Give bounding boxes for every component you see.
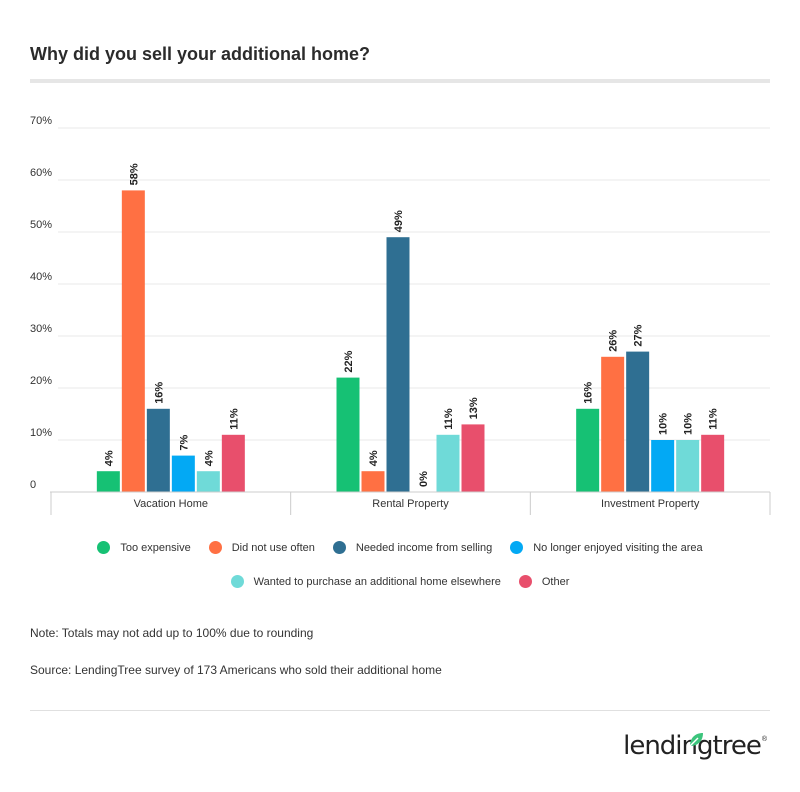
source-note: Source: LendingTree survey of 173 Americ… (30, 663, 442, 677)
y-tick-label: 60% (30, 167, 52, 179)
data-label: 26% (608, 330, 620, 352)
bar (626, 351, 650, 492)
y-tick-label: 50% (30, 219, 52, 231)
y-tick-label: 40% (30, 271, 52, 283)
legend-row-1: Too expensive Did not use often Needed i… (30, 541, 770, 554)
legend-item: Too expensive (97, 541, 191, 554)
data-label: 49% (393, 210, 405, 232)
footer-divider (30, 710, 770, 711)
bar (461, 424, 485, 492)
leaf-icon (689, 733, 704, 747)
legend-label: Wanted to purchase an additional home el… (253, 575, 501, 588)
data-label: 7% (178, 434, 190, 450)
legend-item: Other (518, 575, 570, 588)
legend-label: Needed income from selling (355, 541, 493, 554)
data-label: 10% (658, 413, 670, 435)
legend-swatch-other (518, 575, 532, 588)
bar-chart: 0 10% 20% 30% 40% 50% 60% 70% 4% 58% 16% 7% 4% 11% 22… (30, 115, 771, 515)
legend-label: Did not use often (231, 541, 315, 554)
data-label: 10% (683, 413, 695, 435)
x-tick-label: Rental Property (372, 498, 449, 510)
x-tick-label: Vacation Home (134, 498, 208, 510)
legend-item: Needed income from selling (332, 541, 493, 554)
x-axis: Vacation Home Rental Property Investment P… (50, 491, 771, 515)
bar (171, 455, 195, 492)
data-label: 0% (418, 471, 430, 487)
y-tick-label: 0 (30, 479, 36, 491)
legend-swatch-did-not-use-often (208, 541, 222, 554)
x-tick-label: Investment Property (601, 498, 700, 510)
data-label: 13% (468, 397, 480, 419)
bar (601, 356, 625, 492)
data-label: 4% (103, 450, 115, 466)
legend-swatch-too-expensive (97, 541, 111, 554)
gridlines (58, 127, 770, 441)
data-label: 16% (583, 382, 595, 404)
legend-swatch-no-longer-enjoyed (510, 541, 524, 554)
legend-item: No longer enjoyed visiting the area (510, 541, 703, 554)
legend-swatch-needed-income (332, 541, 346, 554)
data-label: 22% (343, 350, 355, 372)
logo-wordmark: lendingtree (623, 731, 762, 761)
data-label: 11% (228, 408, 240, 430)
bar (576, 408, 600, 492)
bar (146, 408, 170, 492)
y-tick-label: 30% (30, 323, 52, 335)
bar (651, 440, 675, 492)
lendingtree-logo: lendingtree ® (623, 733, 767, 759)
bar (121, 190, 145, 492)
y-axis-ticks: 0 10% 20% 30% 40% 50% 60% 70% (30, 115, 52, 491)
data-label: 4% (368, 450, 380, 466)
title-divider (30, 79, 770, 83)
data-label: 11% (708, 408, 720, 430)
legend-label: Other (541, 575, 570, 588)
legend-row-2: Wanted to purchase an additional home el… (30, 575, 770, 588)
bar (386, 237, 410, 492)
y-tick-label: 20% (30, 375, 52, 387)
bar (361, 471, 385, 492)
bar (676, 440, 700, 492)
data-label: 58% (128, 163, 140, 185)
legend-swatch-wanted-to-purchase (230, 575, 244, 588)
bar (196, 471, 220, 492)
legend-item: Wanted to purchase an additional home el… (230, 575, 501, 588)
bar (436, 434, 460, 492)
data-label: 27% (633, 324, 645, 346)
bar (701, 434, 725, 492)
logo-registered-mark: ® (761, 736, 767, 743)
data-labels: 4% 58% 16% 7% 4% 11% 22% 4% 49% 0% 11% 13% 16% 26% 27%… (103, 163, 719, 487)
legend-label: Too expensive (120, 541, 191, 554)
data-label: 11% (443, 408, 455, 430)
y-tick-label: 70% (30, 115, 52, 127)
data-label: 16% (153, 382, 165, 404)
bar (336, 377, 360, 492)
bars (96, 190, 725, 492)
legend-label: No longer enjoyed visiting the area (533, 541, 703, 554)
bar (221, 434, 245, 492)
y-tick-label: 10% (30, 427, 52, 439)
bar (96, 471, 120, 492)
chart-title: Why did you sell your additional home? (30, 44, 371, 64)
data-label: 4% (203, 450, 215, 466)
legend-item: Did not use often (208, 541, 315, 554)
footnote: Note: Totals may not add up to 100% due … (30, 626, 314, 640)
